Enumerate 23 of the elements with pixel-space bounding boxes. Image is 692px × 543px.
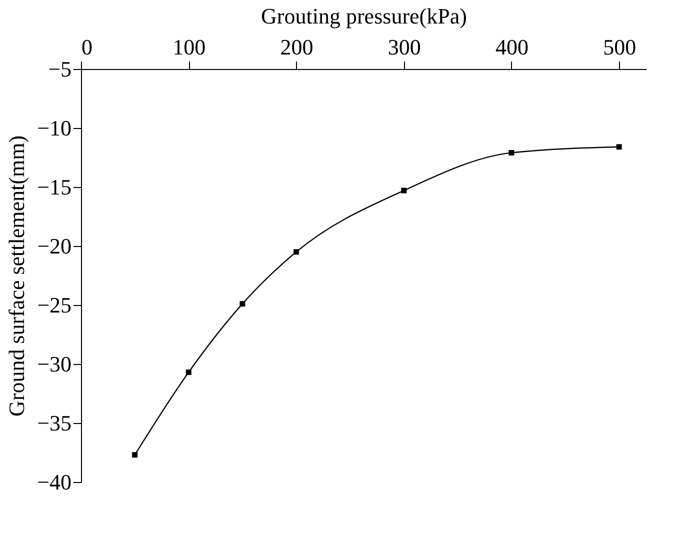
x-tick-label: 200 <box>280 34 314 60</box>
x-tick-label: 500 <box>603 34 636 60</box>
y-tick-label: −5 <box>48 56 72 82</box>
y-tick-label: −20 <box>37 234 72 258</box>
y-tick-label: −30 <box>37 352 72 376</box>
y-tick-label: −10 <box>37 116 72 140</box>
point <box>401 188 407 194</box>
y-tick-label: −25 <box>37 292 72 318</box>
point <box>508 150 514 156</box>
point <box>616 144 622 150</box>
x-tick-label: 100 <box>172 34 206 60</box>
y-tick-label: −35 <box>37 410 72 436</box>
y-axis-title: Ground surface settlement(mm) <box>4 135 30 417</box>
y-tick-label: −40 <box>37 470 72 494</box>
x-tick-label: 0 <box>82 34 92 60</box>
point <box>186 370 192 375</box>
point <box>240 301 246 307</box>
point <box>294 249 299 255</box>
x-axis-title: Grouting pressure(kPa) <box>261 4 467 28</box>
y-tick-label: −15 <box>37 174 72 200</box>
point <box>132 452 138 458</box>
x-tick-label: 400 <box>495 34 528 60</box>
x-tick-label: 300 <box>388 34 421 60</box>
